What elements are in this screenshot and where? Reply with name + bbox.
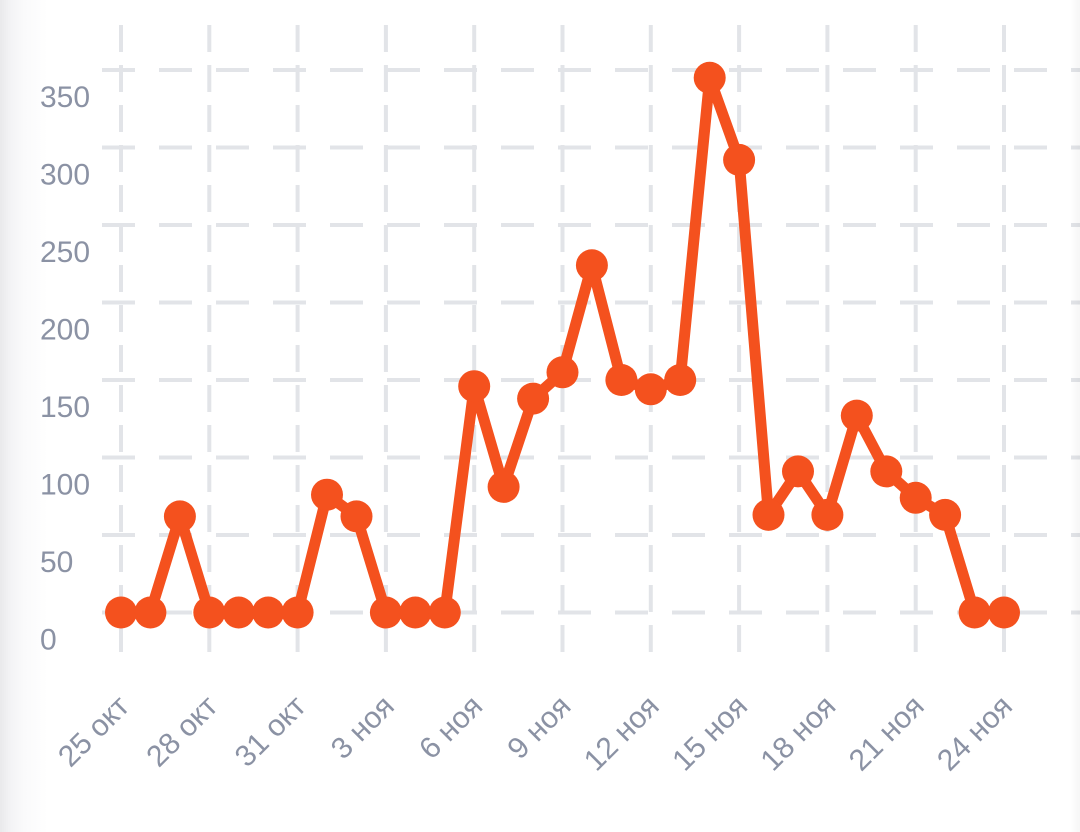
x-axis-label: 3 ноя xyxy=(325,690,401,766)
x-axis: 25 окт 28 окт 31 окт 3 ноя 6 ноя 9 ноя 1… xyxy=(52,689,1019,777)
x-axis-label: 12 ноя xyxy=(578,690,666,778)
y-axis-label: 300 xyxy=(40,159,90,192)
data-point[interactable] xyxy=(575,249,608,282)
data-point[interactable] xyxy=(340,500,373,533)
y-axis-label: 100 xyxy=(40,469,90,502)
data-point[interactable] xyxy=(222,596,255,629)
data-point[interactable] xyxy=(163,500,196,533)
data-point[interactable] xyxy=(517,382,550,415)
data-point[interactable] xyxy=(958,596,991,629)
data-point[interactable] xyxy=(782,455,814,488)
x-axis-label: 28 окт xyxy=(140,689,224,773)
data-point[interactable] xyxy=(105,596,137,629)
data-point[interactable] xyxy=(369,596,402,629)
data-point[interactable] xyxy=(929,498,962,531)
y-axis: 0 50 100 150 200 250 300 350 xyxy=(40,81,90,657)
data-point[interactable] xyxy=(723,143,756,176)
x-axis-label: 31 окт xyxy=(229,689,313,773)
data-point[interactable] xyxy=(428,596,461,629)
data-point[interactable] xyxy=(634,373,667,406)
data-point[interactable] xyxy=(811,498,844,531)
x-axis-label: 24 ноя xyxy=(931,690,1019,778)
data-series xyxy=(105,61,1020,629)
data-point[interactable] xyxy=(870,455,903,488)
x-axis-label: 21 ноя xyxy=(843,690,931,778)
y-axis-label: 200 xyxy=(40,314,90,347)
data-point[interactable] xyxy=(664,364,697,396)
data-point[interactable] xyxy=(399,596,432,629)
data-point[interactable] xyxy=(546,356,579,389)
data-point[interactable] xyxy=(605,364,638,396)
x-axis-label: 6 ноя xyxy=(413,690,489,766)
y-axis-label: 50 xyxy=(40,546,73,579)
y-axis-label: 0 xyxy=(40,624,57,657)
y-axis-label: 350 xyxy=(40,81,90,114)
gridlines xyxy=(102,25,1080,660)
y-axis-label: 250 xyxy=(40,236,90,269)
data-point[interactable] xyxy=(988,596,1020,629)
data-point[interactable] xyxy=(487,470,520,503)
data-point[interactable] xyxy=(693,61,726,94)
data-point[interactable] xyxy=(752,498,785,531)
data-point[interactable] xyxy=(134,596,167,629)
x-axis-label: 18 ноя xyxy=(755,690,843,778)
data-point[interactable] xyxy=(840,399,873,432)
data-point[interactable] xyxy=(252,596,285,629)
data-point[interactable] xyxy=(458,370,491,403)
data-point[interactable] xyxy=(311,478,343,511)
data-point[interactable] xyxy=(281,596,314,629)
data-point[interactable] xyxy=(193,596,226,629)
data-point[interactable] xyxy=(899,481,932,514)
x-axis-label: 15 ноя xyxy=(666,690,754,778)
x-axis-label: 9 ноя xyxy=(501,690,577,766)
x-axis-label: 25 окт xyxy=(52,689,136,773)
y-axis-label: 150 xyxy=(40,391,90,424)
